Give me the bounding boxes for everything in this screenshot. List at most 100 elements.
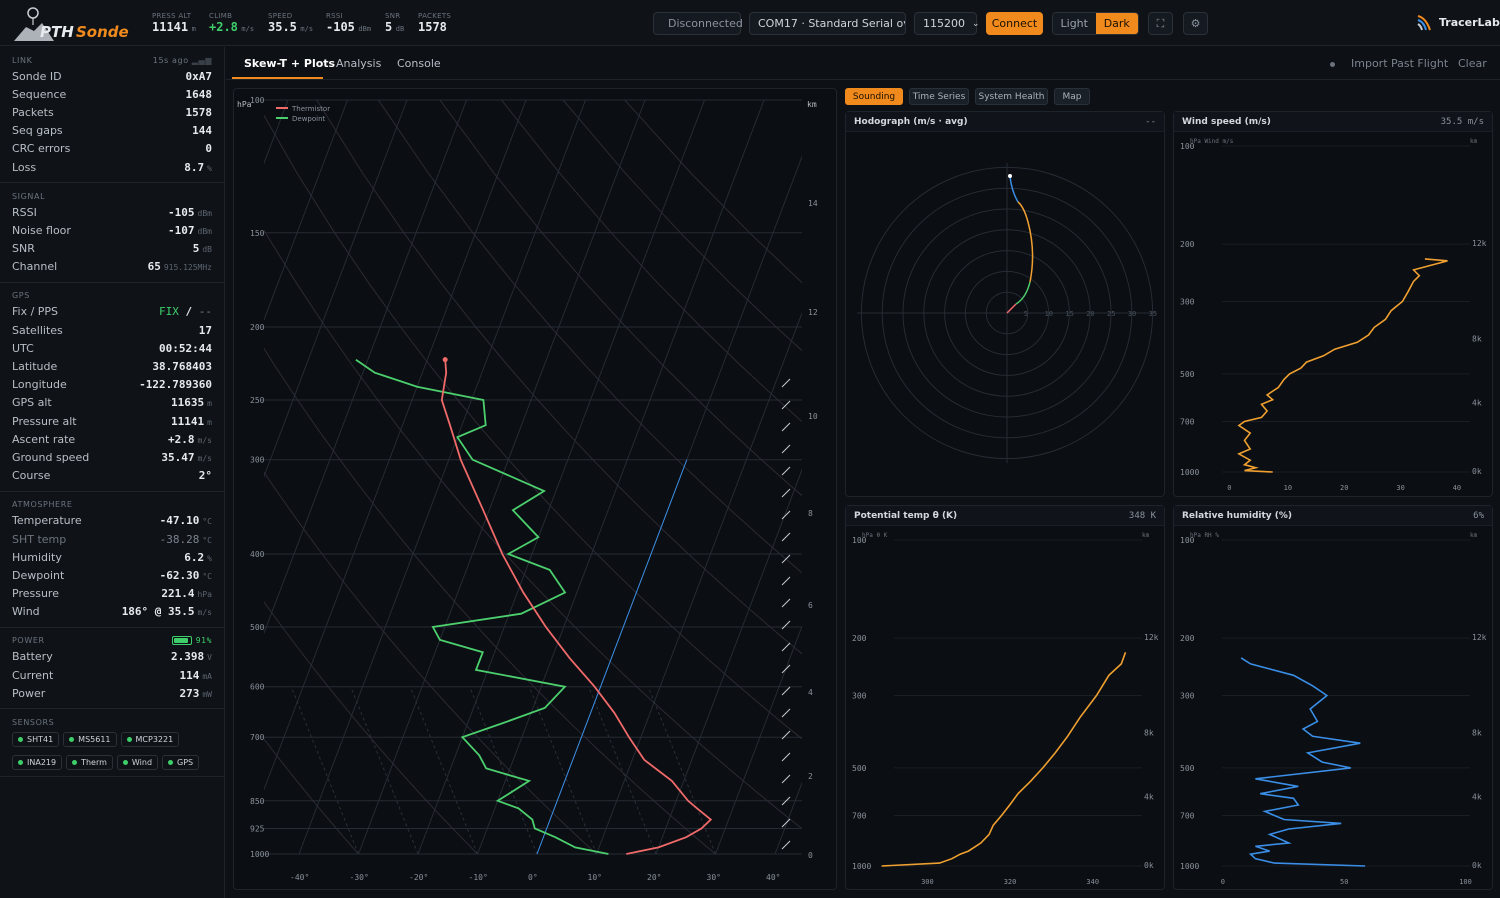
hodo-current-point [1008, 174, 1012, 178]
row-label: Channel [12, 260, 58, 274]
pressure-tick: 200 [1180, 634, 1195, 643]
pressure-tick: 500 [250, 623, 265, 632]
stat-snr: SNR 5 dB [385, 12, 404, 34]
x-tick: 300 [921, 878, 934, 886]
row-unit: m [207, 399, 212, 409]
temperature-line [440, 359, 713, 855]
dry-adiabat [377, 100, 802, 574]
row-loss: Loss 8.7% [12, 158, 212, 176]
row-label: Ground speed [12, 450, 90, 464]
humidity-chart[interactable]: 100 200 300 500 700 1000 12k 8k 4k 0k hPa RH % km 0 5… [1174, 526, 1492, 889]
section-title: SENSORS [12, 717, 55, 727]
import-status-dot [1330, 62, 1335, 67]
sensor-chip: MS5611 [63, 732, 117, 748]
row-label: Humidity [12, 550, 62, 564]
dry-adiabat [264, 347, 716, 854]
row-value: 11635 [171, 396, 205, 410]
sensor-name: MCP3221 [135, 735, 174, 745]
row-value: 2° [198, 469, 212, 483]
row-unit: 915.125MHz [163, 263, 212, 273]
row-label: UTC [12, 341, 34, 355]
stat-label: SPEED [268, 12, 293, 20]
section-header: GPS [12, 289, 212, 303]
theta-chart[interactable]: 100 200 300 500 700 1000 12k 8k 4k 0k hPa θ K km 300… [846, 526, 1164, 889]
tab-skewt[interactable]: Skew-T + Plots [244, 57, 336, 70]
wind-barb [781, 796, 791, 806]
subtab-time-series[interactable]: Time Series [909, 88, 969, 105]
temp-tick: 40° [766, 873, 780, 882]
wind-barb [781, 400, 791, 410]
theme-dark-button[interactable]: Dark [1095, 13, 1138, 34]
row-unit: % [207, 553, 212, 563]
pressure-tick: 1000 [852, 862, 871, 871]
serial-port-select[interactable]: COM17 · Standard Serial over B [749, 12, 906, 35]
settings-button[interactable]: ⚙ [1183, 12, 1208, 35]
isotherm [264, 100, 527, 791]
subtab-sounding[interactable]: Sounding [845, 88, 903, 105]
section-title: ATMOSPHERE [12, 500, 73, 510]
row-temperature: Temperature -47.10 °C [12, 512, 212, 530]
row-label: Current [12, 668, 54, 682]
row-unit: mW [202, 689, 212, 699]
row-value: 00:52:44 [159, 341, 212, 355]
stat-unit: m [191, 25, 196, 33]
pps-value: -- [198, 305, 212, 319]
row-value: -62.30 [159, 568, 200, 582]
sensor-chip: MCP3221 [120, 732, 180, 748]
row-unit: m/s [197, 453, 212, 463]
theme-light-button[interactable]: Light [1053, 13, 1096, 34]
hodo-mid-segment [1015, 281, 1031, 305]
app-logo: PTH Sonde [10, 5, 130, 43]
row-value: 8.7 [184, 160, 205, 174]
row-value: 35.47 [161, 450, 195, 464]
row-crc-errors: CRC errors 0 [12, 140, 212, 158]
row-label: Pressure [12, 587, 59, 601]
wind-barb [781, 598, 791, 608]
clear-button[interactable]: Clear [1458, 57, 1487, 70]
sidebar-section-link: LINK 15s ago ▂▄▆ Sonde ID 0xA7 Sequence 1648 Pa… [0, 47, 224, 184]
sensor-name: INA219 [27, 758, 57, 768]
hodograph-chart[interactable]: 5 10 15 20 25 30 35 [846, 132, 1164, 496]
dry-adiabat [264, 229, 802, 830]
height-tick: 12 [808, 308, 818, 317]
stat-value: 35.5 [268, 20, 297, 34]
subtab-system-health[interactable]: System Health [975, 88, 1048, 105]
pressure-tick: 100 [1180, 536, 1195, 545]
isotherm [715, 624, 802, 854]
row-label: Loss [12, 160, 37, 174]
ring-label: 35 [1149, 310, 1157, 318]
x-tick: 10 [1284, 484, 1292, 492]
tab-console[interactable]: Console [397, 57, 441, 70]
wind-barb [781, 840, 791, 850]
baud-rate-select[interactable]: 115200 ⌄ [914, 12, 980, 35]
row-value: -122.789360 [139, 378, 212, 392]
temp-tick: -30° [350, 873, 369, 882]
connect-button[interactable]: Connect [986, 12, 1043, 35]
row-unit: hPa [197, 590, 212, 600]
subtab-map[interactable]: Map [1054, 88, 1090, 105]
height-tick: 8k [1472, 729, 1482, 738]
stat-speed: SPEED 35.5 m/s [268, 12, 313, 34]
row-label: Packets [12, 105, 54, 119]
row-value: -47.10 [159, 514, 200, 528]
row-unit: m/s [197, 435, 212, 445]
connection-status-label: Disconnected [668, 17, 743, 30]
stat-unit: dB [395, 25, 405, 33]
temp-tick: 0° [528, 873, 538, 882]
temp-tick: -40° [290, 873, 309, 882]
battery-percent: 91% [195, 636, 212, 646]
pressure-tick: 600 [250, 683, 265, 692]
row-unit: dBm [197, 226, 212, 236]
brand: TracerLab [1416, 12, 1500, 32]
import-past-flight-button[interactable]: Import Past Flight [1351, 57, 1449, 70]
isotherm [358, 100, 646, 854]
fullscreen-button[interactable]: ⛶ [1148, 12, 1173, 35]
skewt-chart[interactable]: 1001502002503004005006007008509251000hPa… [234, 89, 838, 891]
row-pressure-alt: Pressure alt 11141 m [12, 412, 212, 430]
theta-card: Potential temp θ (K) 348 K 100 200 300 500 70… [845, 505, 1165, 890]
tab-analysis[interactable]: Analysis [336, 57, 382, 70]
status-dot [18, 760, 23, 766]
wind-barb [781, 730, 791, 740]
row-value: 65 [147, 260, 161, 274]
